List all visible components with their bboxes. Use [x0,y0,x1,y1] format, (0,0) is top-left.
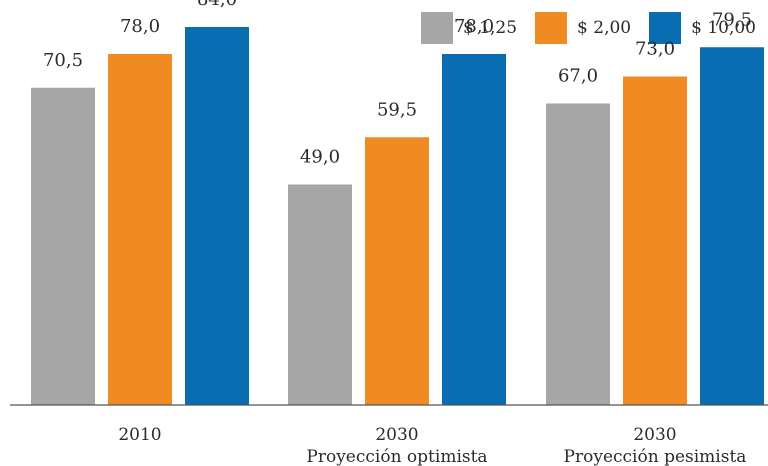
data-label: 49,0 [300,147,340,168]
legend-swatch-gray [420,12,453,44]
data-label: 79,5 [712,9,752,30]
legend-item-10-00: $ 10,00 [649,12,756,44]
legend-swatch-orange [535,12,568,44]
x-tick-label: 2030 [375,425,418,445]
x-tick-label: 2010 [118,425,161,445]
data-label: 84,0 [197,0,237,10]
bar [185,27,249,405]
bar [288,184,352,405]
data-label: 73,0 [635,39,675,60]
bar [442,54,506,405]
bar [623,76,687,405]
legend-swatch-blue [649,12,682,44]
bar [700,47,764,405]
bar [546,103,610,405]
data-label: 59,5 [377,99,417,120]
data-label: 67,0 [558,66,598,87]
legend: $ 1,25 $ 2,00 $ 10,00 [403,12,756,44]
bar [31,87,95,405]
legend-item-1-25: $ 1,25 [420,12,518,44]
legend-label: $ 1,25 [462,18,518,38]
data-label: 70,5 [43,50,83,71]
legend-label: $ 10,00 [691,18,756,38]
x-tick-label: Proyección pesimista [564,447,747,466]
data-label: 78,0 [120,16,160,37]
bar [365,137,429,405]
data-label: 78,0 [454,16,494,37]
x-tick-label: Proyección optimista [306,447,487,466]
bar [108,54,172,405]
legend-label: $ 2,00 [577,18,632,38]
legend-item-2-00: $ 2,00 [535,12,631,44]
x-tick-label: 2030 [633,425,676,445]
